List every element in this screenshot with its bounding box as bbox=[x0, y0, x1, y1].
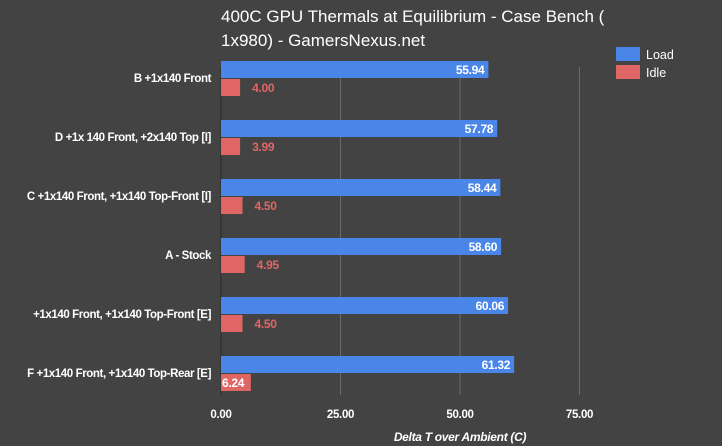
data-label: 4.50 bbox=[255, 199, 278, 213]
category-label: B +1x140 Front bbox=[134, 73, 212, 85]
category-label: +1x140 Front, +1x140 Top-Front [E] bbox=[33, 309, 211, 321]
bar-load bbox=[221, 179, 501, 196]
chart-title-line-2: 1x980) - GamersNexus.net bbox=[221, 31, 425, 50]
data-label: 58.44 bbox=[468, 181, 497, 195]
x-tick-label: 50.00 bbox=[446, 409, 473, 421]
category-label: F +1x140 Front, +1x140 Top-Rear [E] bbox=[27, 368, 211, 380]
data-label: 4.95 bbox=[257, 258, 280, 272]
bar-load bbox=[221, 356, 515, 373]
category-label: D +1x 140 Front, +2x140 Top [I] bbox=[55, 132, 212, 144]
data-label: 3.99 bbox=[252, 140, 275, 154]
bar-load bbox=[221, 120, 498, 137]
x-tick-label: 0.00 bbox=[210, 409, 231, 421]
x-axis-label: Delta T over Ambient (C) bbox=[394, 430, 527, 444]
data-label: 57.78 bbox=[465, 122, 494, 136]
legend-label-idle: Idle bbox=[646, 66, 666, 80]
data-label: 4.00 bbox=[252, 81, 275, 95]
legend-swatch-load bbox=[616, 47, 640, 61]
bar-load bbox=[221, 238, 502, 255]
data-label: 60.06 bbox=[476, 299, 505, 313]
bars: B +1x140 Front 55.94 4.00 D +1x 140 Front, … bbox=[27, 61, 515, 391]
legend-label-load: Load bbox=[646, 48, 674, 62]
bar-idle bbox=[221, 138, 241, 155]
x-tick-label: 75.00 bbox=[566, 409, 593, 421]
x-tick-labels: 0.00 25.00 50.00 75.00 bbox=[210, 409, 593, 421]
bar-idle bbox=[221, 256, 245, 273]
category-label: C +1x140 Front, +1x140 Top-Front [I] bbox=[27, 191, 212, 203]
legend-swatch-idle bbox=[616, 65, 640, 79]
bar-idle bbox=[221, 374, 251, 391]
legend: Load Idle bbox=[616, 47, 674, 80]
chart-title-line-1: 400C GPU Thermals at Equilibrium - Case … bbox=[221, 7, 605, 26]
bar-idle bbox=[221, 79, 241, 96]
data-label: 6.24 bbox=[222, 376, 245, 390]
category-label: A - Stock bbox=[165, 250, 212, 262]
data-label: 61.32 bbox=[482, 358, 511, 372]
x-tick-label: 25.00 bbox=[327, 409, 354, 421]
bar-idle bbox=[221, 197, 243, 214]
data-label: 4.50 bbox=[255, 317, 278, 331]
bar-idle bbox=[221, 315, 243, 332]
bar-load bbox=[221, 297, 509, 314]
data-label: 55.94 bbox=[456, 63, 485, 77]
data-label: 58.60 bbox=[469, 240, 498, 254]
bar-load bbox=[221, 61, 489, 78]
